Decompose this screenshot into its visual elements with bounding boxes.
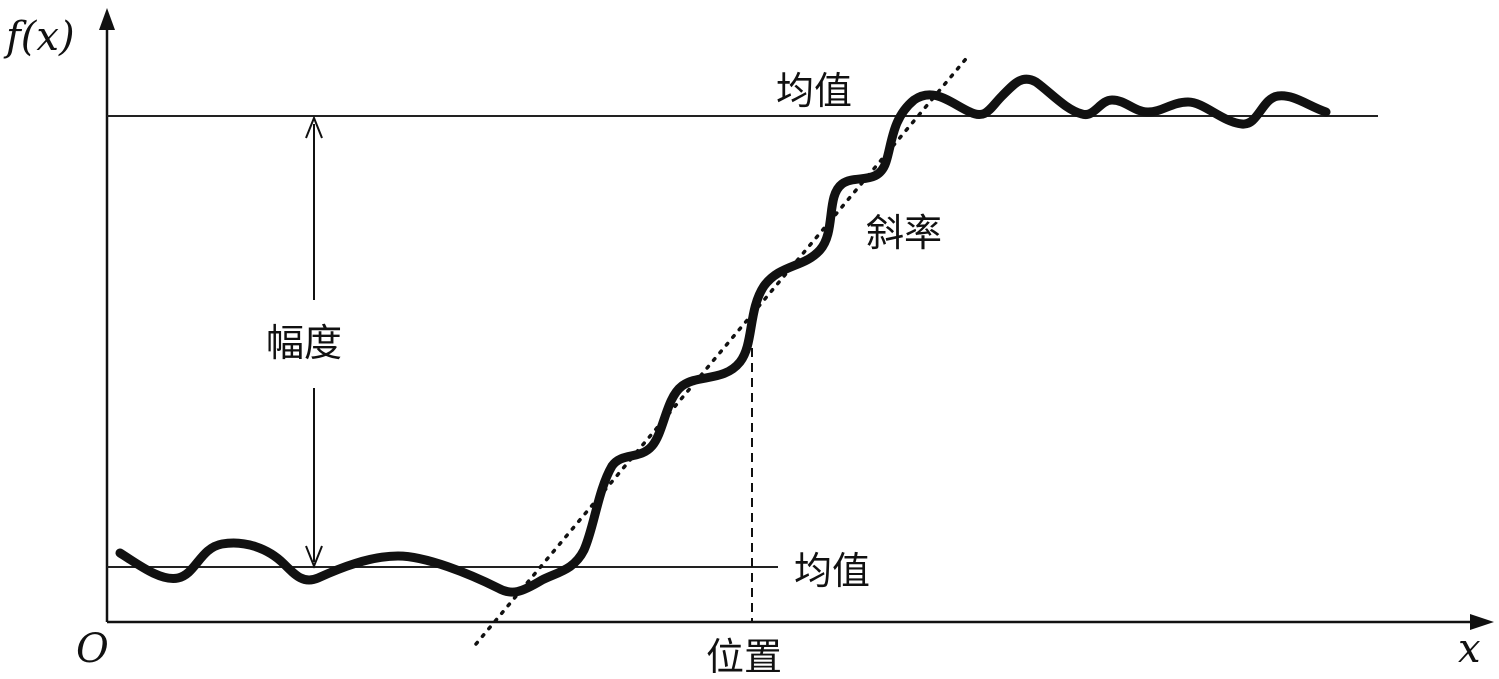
y-axis-label: f(x) bbox=[3, 14, 75, 60]
lower-mean-label: 均值 bbox=[794, 549, 870, 593]
slope-dotted-line bbox=[474, 52, 972, 646]
upper-mean-label: 均值 bbox=[776, 69, 852, 113]
x-axis-arrow bbox=[1470, 614, 1494, 630]
amplitude-arrow-head-bottom bbox=[305, 545, 323, 569]
amplitude-label: 幅度 bbox=[266, 321, 342, 365]
position-label: 位置 bbox=[706, 635, 782, 679]
amplitude-arrow-head-top bbox=[305, 115, 323, 139]
origin-label: O bbox=[76, 626, 109, 672]
x-axis-label: x bbox=[1458, 626, 1481, 672]
slope-label: 斜率 bbox=[866, 211, 942, 255]
noisy-edge-signal bbox=[115, 74, 1331, 597]
y-axis-arrow bbox=[99, 8, 115, 30]
